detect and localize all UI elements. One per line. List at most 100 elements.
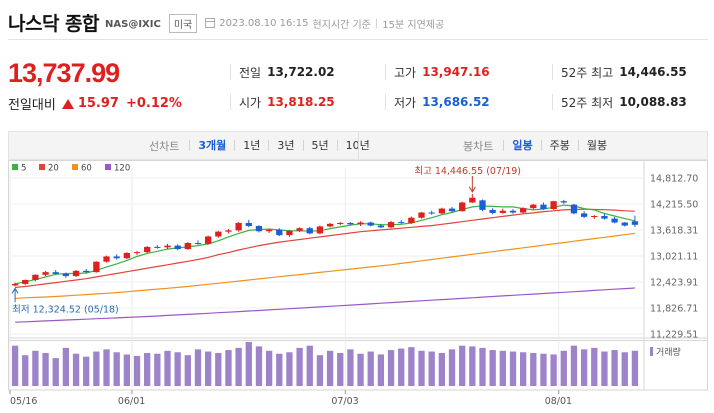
delay-note: 15분 지연제공 xyxy=(382,19,445,31)
meta-separator: | xyxy=(374,17,379,29)
change-row: 전일대비 15.97 +0.12% xyxy=(8,94,182,113)
legend-label: 5 xyxy=(21,164,26,174)
candle-body xyxy=(93,261,100,273)
legend-label: 120 xyxy=(114,164,130,174)
candle-body xyxy=(550,201,557,210)
stock-header: 나스닥 종합 NAS@IXIC 미국 2023.08.10 16:15 현지시간… xyxy=(8,8,708,36)
volume-bar xyxy=(174,352,181,386)
current-price: 13,737.99 xyxy=(8,58,120,88)
stat-label: 시가 xyxy=(239,95,262,110)
y-tick-label: 14,812.70 xyxy=(650,174,698,185)
volume-bar xyxy=(225,350,232,386)
y-tick-label: 11,826.71 xyxy=(650,303,698,314)
volume-bar xyxy=(306,345,313,386)
calendar-icon xyxy=(205,18,216,28)
candle-body xyxy=(337,222,344,224)
candle-body xyxy=(184,242,191,250)
stock-chart[interactable]: 14,812.70 14,215.50 13,618.31 13,021.11 12,4… xyxy=(8,160,708,413)
candle-body xyxy=(530,204,537,209)
volume-bar xyxy=(133,355,141,386)
candle-body xyxy=(83,270,90,273)
low-arrow-head xyxy=(11,287,19,294)
volume-bar xyxy=(398,348,405,386)
volume-bar xyxy=(387,350,395,386)
tab-3y[interactable]: 3년 xyxy=(268,140,302,151)
volume-bar xyxy=(164,350,171,386)
stat-value: 14,446.55 xyxy=(619,65,687,79)
candle-body xyxy=(469,197,476,203)
y-tick-label: 11,229.51 xyxy=(650,330,698,341)
volume-bar xyxy=(560,350,567,386)
triangle-up-icon xyxy=(61,98,74,109)
legend-swatch xyxy=(12,164,18,170)
chart-tabs: 선차트 3개월 1년 3년 5년 10년 봉차트 일봉 주봉 월봉 xyxy=(8,131,708,160)
candle-body xyxy=(387,222,395,228)
line-chart-label: 선차트 xyxy=(149,139,180,153)
volume-bar xyxy=(509,351,517,386)
volume-bar xyxy=(154,353,161,386)
tab-3m[interactable]: 3개월 xyxy=(189,140,234,151)
change-percent: +0.12% xyxy=(125,96,182,111)
x-tick-label: 07/03 xyxy=(331,396,358,407)
volume-bar xyxy=(438,353,446,386)
volume-bar xyxy=(326,350,334,386)
volume-bar xyxy=(194,349,202,386)
stat-value: 13,686.52 xyxy=(422,95,490,109)
candle-body xyxy=(144,246,151,253)
volume-bar xyxy=(337,353,344,386)
candle-body xyxy=(113,256,120,259)
y-tick-label: 13,618.31 xyxy=(650,225,698,236)
candle-body xyxy=(438,208,446,214)
tab-weekly[interactable]: 주봉 xyxy=(540,140,578,151)
tab-monthly[interactable]: 월봉 xyxy=(577,140,615,151)
volume-bar xyxy=(52,358,59,386)
volume-bar xyxy=(469,346,476,386)
candle-body xyxy=(347,222,354,225)
volume-bar xyxy=(296,347,303,386)
candle-body xyxy=(398,222,405,224)
stat-high: 고가 13,947.16 xyxy=(385,64,490,80)
volume-bar xyxy=(144,353,151,386)
candle-body xyxy=(570,204,578,214)
tab-5y[interactable]: 5년 xyxy=(302,140,337,151)
volume-bar xyxy=(611,350,618,386)
x-tick-label: 06/01 xyxy=(118,396,145,407)
candle-body xyxy=(591,215,598,217)
line-chart-tabs: 선차트 3개월 1년 3년 5년 10년 xyxy=(149,132,378,159)
candle-body xyxy=(479,200,486,210)
volume-bar xyxy=(347,349,354,386)
candle-body xyxy=(245,222,252,227)
legend-swatch xyxy=(39,164,45,170)
tab-10y[interactable]: 10년 xyxy=(336,140,378,151)
volume-bar xyxy=(204,351,212,386)
chart-svg[interactable]: 14,812.70 14,215.50 13,618.31 13,021.11 12,4… xyxy=(8,160,708,413)
volume-bar xyxy=(357,353,364,386)
stat-label: 52주 최고 xyxy=(561,65,614,80)
candle-chart-label: 봉차트 xyxy=(463,139,494,153)
stat-value: 13,818.25 xyxy=(267,95,335,109)
price-panel-frame xyxy=(8,160,708,341)
stat-low: 저가 13,686.52 xyxy=(385,94,490,110)
volume-bar xyxy=(123,354,131,386)
volume-bar xyxy=(591,347,598,386)
tab-daily[interactable]: 일봉 xyxy=(503,140,540,151)
candle-body xyxy=(164,245,171,248)
volume-bar xyxy=(42,353,49,386)
header-divider xyxy=(8,39,708,40)
volume-bar xyxy=(530,353,537,386)
volume-bar xyxy=(245,342,252,386)
candle-body xyxy=(519,208,527,213)
volume-bar xyxy=(103,349,110,386)
legend-swatch xyxy=(72,164,78,170)
y-tick-label: 12,423.91 xyxy=(650,277,698,288)
candle-body xyxy=(11,283,19,286)
volume-bar xyxy=(428,351,435,386)
volume-bar xyxy=(83,356,90,386)
candle-body xyxy=(103,256,110,262)
tab-1y[interactable]: 1년 xyxy=(234,140,268,151)
volume-bar xyxy=(377,354,385,386)
candle-body xyxy=(377,225,385,228)
candle-body xyxy=(265,229,273,232)
ticker-code: NAS@IXIC xyxy=(105,18,161,30)
candle-body xyxy=(326,223,334,227)
